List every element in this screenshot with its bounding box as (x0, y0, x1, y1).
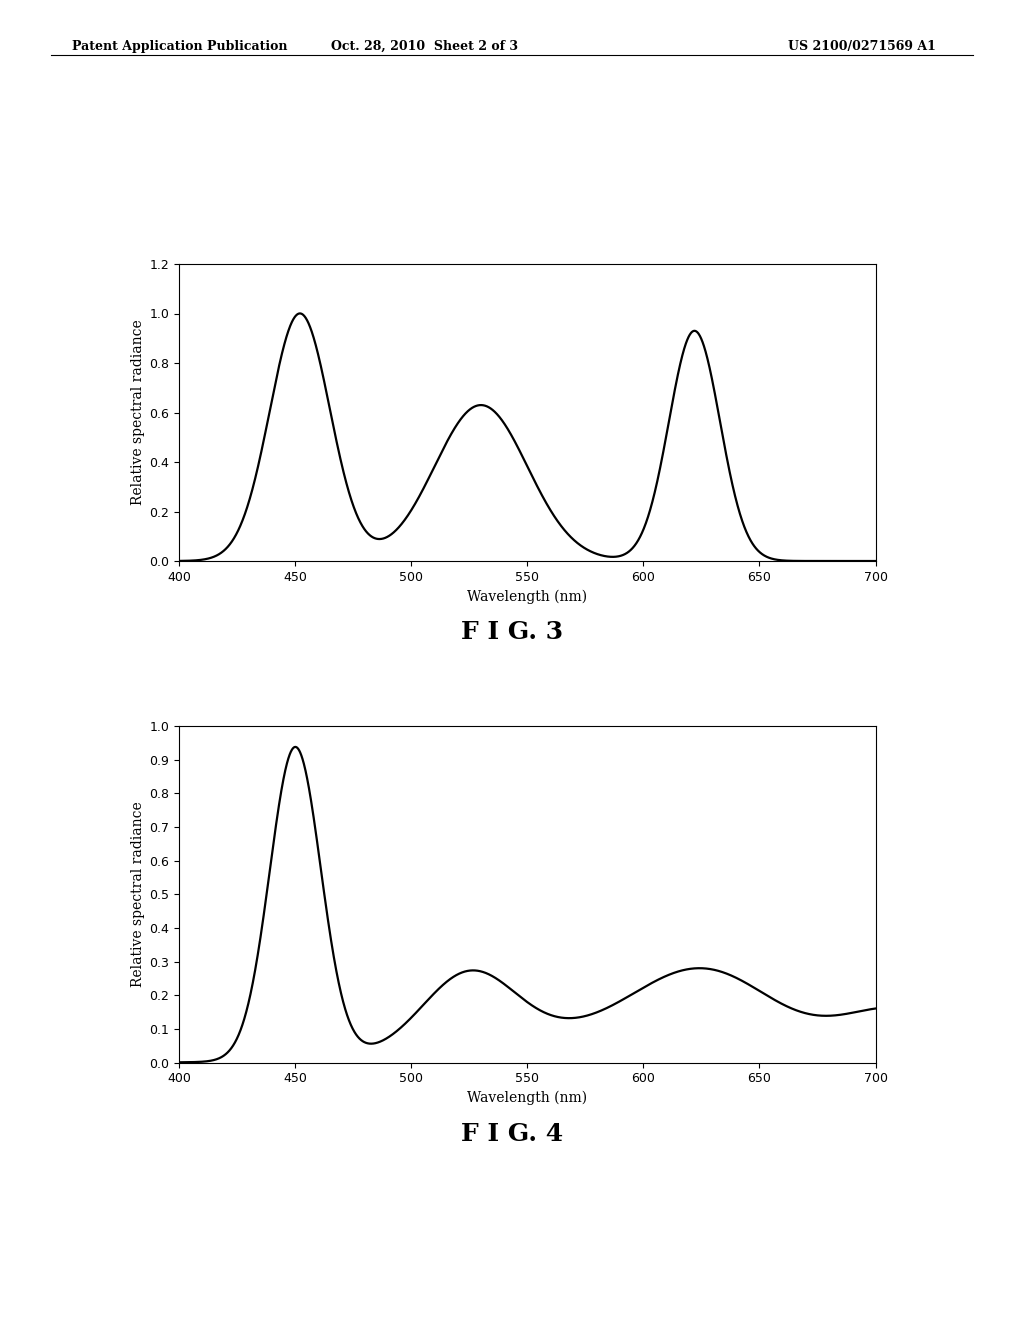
Y-axis label: Relative spectral radiance: Relative spectral radiance (131, 801, 145, 987)
Text: Patent Application Publication: Patent Application Publication (72, 40, 287, 53)
Text: US 2100/0271569 A1: US 2100/0271569 A1 (788, 40, 936, 53)
X-axis label: Wavelength (nm): Wavelength (nm) (467, 1090, 588, 1105)
Text: Oct. 28, 2010  Sheet 2 of 3: Oct. 28, 2010 Sheet 2 of 3 (332, 40, 518, 53)
X-axis label: Wavelength (nm): Wavelength (nm) (467, 589, 588, 603)
Y-axis label: Relative spectral radiance: Relative spectral radiance (131, 319, 145, 506)
Text: F I G. 3: F I G. 3 (461, 620, 563, 644)
Text: F I G. 4: F I G. 4 (461, 1122, 563, 1146)
